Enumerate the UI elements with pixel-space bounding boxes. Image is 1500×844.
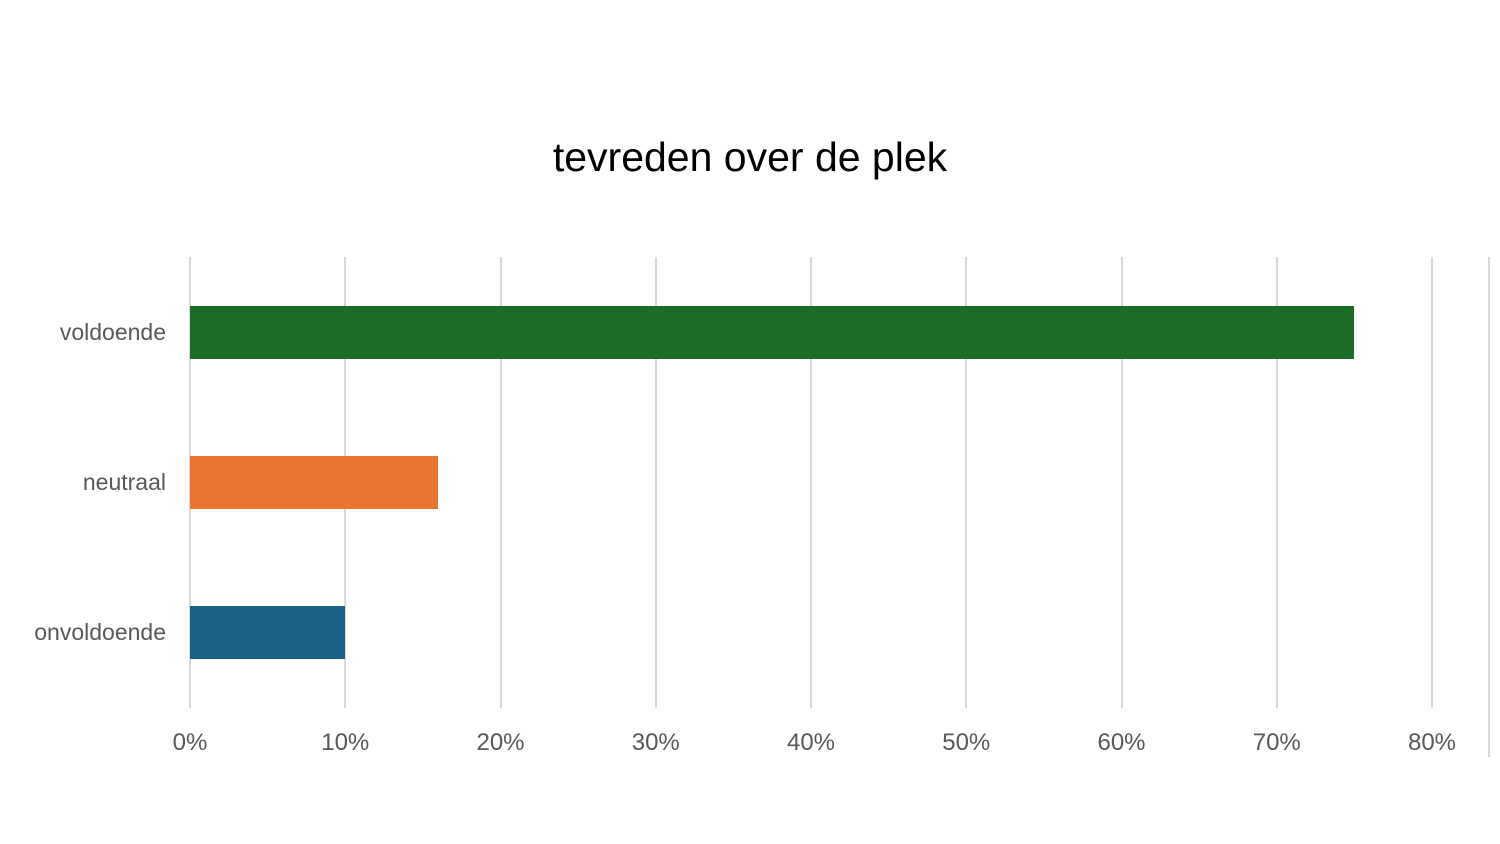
x-tick-label-60%: 60% (1097, 729, 1146, 756)
category-label-onvoldoende: onvoldoende (34, 619, 166, 645)
bar-onvoldoende (190, 605, 346, 659)
x-tick-label-0%: 0% (172, 729, 208, 756)
gridline (965, 257, 968, 708)
x-tick-label-20%: 20% (476, 729, 525, 756)
plot-area (189, 257, 1491, 757)
x-tick-label-10%: 10% (321, 729, 370, 756)
x-tick-label-70%: 70% (1252, 729, 1301, 756)
category-label-neutraal: neutraal (82, 469, 166, 495)
category-label-voldoende: voldoende (59, 319, 166, 345)
gridline (1275, 257, 1278, 708)
x-tick-label-30%: 30% (631, 729, 680, 756)
gridline (810, 257, 812, 708)
gridline (499, 257, 502, 708)
x-tick-label-50%: 50% (942, 729, 991, 756)
plot-right-edge-line (1488, 257, 1491, 757)
gridline (1120, 257, 1123, 708)
gridline (1431, 257, 1433, 708)
bar-neutraal (190, 455, 439, 509)
chart-title: tevreden over de plek (552, 134, 948, 180)
gridline (654, 257, 657, 708)
bar-voldoende (190, 305, 1355, 359)
x-tick-label-40%: 40% (786, 729, 836, 756)
x-tick-label-80%: 80% (1407, 729, 1457, 756)
